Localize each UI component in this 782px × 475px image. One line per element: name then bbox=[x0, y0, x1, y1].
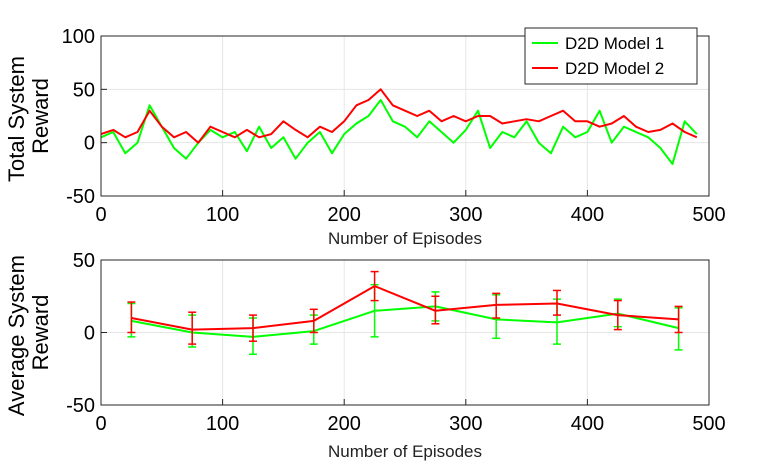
bottom-xtick-label-200: 200 bbox=[328, 413, 361, 435]
bottom-xtick-label-0: 0 bbox=[95, 413, 106, 435]
top-xtick-label-400: 400 bbox=[571, 204, 604, 226]
top-ytick-label-100: 100 bbox=[62, 26, 95, 48]
top-series-line-model-2 bbox=[100, 88, 698, 144]
bottom-errorbar-model-2-325 bbox=[492, 292, 501, 319]
legend: D2D Model 1 D2D Model 2 bbox=[524, 27, 698, 85]
bottom-xtick-label-100: 100 bbox=[206, 413, 239, 435]
top-ytick-label--50: -50 bbox=[66, 186, 95, 208]
top-xtick-label-500: 500 bbox=[692, 204, 725, 226]
bottom-errorbar-model-2-375 bbox=[553, 289, 561, 316]
bottom-errorbar-model-2-125 bbox=[249, 314, 257, 342]
bottom-series bbox=[127, 270, 683, 355]
top-series-line-model-1 bbox=[100, 99, 698, 165]
bottom-errorbar-model-2-175 bbox=[309, 308, 318, 334]
top-ytick-label-0: 0 bbox=[84, 133, 95, 155]
bottom-errorbar-model-2-75 bbox=[188, 311, 197, 345]
bottom-ytick-label-50: 50 bbox=[73, 250, 95, 272]
bottom-series-line-model-2 bbox=[131, 285, 679, 331]
top-y-axis-label-line2: Reward bbox=[28, 78, 53, 154]
bottom-xtick-label-400: 400 bbox=[571, 413, 604, 435]
bottom-x-axis-label: Number of Episodes bbox=[328, 442, 482, 461]
bottom-y-axis-label-line1: Average System bbox=[4, 255, 29, 416]
top-series bbox=[100, 88, 698, 165]
bottom-y-axis-label-line2: Reward bbox=[28, 295, 53, 371]
bottom-xtick-label-500: 500 bbox=[692, 413, 725, 435]
bottom-errorbar-model-2-475 bbox=[674, 305, 683, 334]
top-x-axis-label: Number of Episodes bbox=[328, 229, 482, 248]
legend-label-model-1: D2D Model 1 bbox=[565, 34, 664, 53]
bottom-xtick-label-300: 300 bbox=[449, 413, 482, 435]
top-xtick-label-100: 100 bbox=[206, 204, 239, 226]
bottom-errorbar-model-2-225 bbox=[370, 270, 379, 302]
top-axes-box bbox=[100, 35, 710, 197]
bottom-errorbar-model-2-275 bbox=[431, 295, 440, 325]
bottom-errorbar-model-2-25 bbox=[127, 301, 136, 334]
bottom-ytick-label-0: 0 bbox=[84, 323, 95, 345]
top-xtick-label-300: 300 bbox=[449, 204, 482, 226]
top-xtick-label-200: 200 bbox=[328, 204, 361, 226]
bottom-errorbar-model-2-425 bbox=[613, 299, 622, 331]
bottom-series-line-model-1 bbox=[131, 305, 679, 338]
bottom-y-axis-label: Average System Reward bbox=[4, 249, 53, 416]
bottom-ytick-label--50: -50 bbox=[66, 395, 95, 417]
top-xtick-label-0: 0 bbox=[95, 204, 106, 226]
top-y-axis-label: Total System Reward bbox=[4, 50, 53, 182]
top-ytick-label-50: 50 bbox=[73, 79, 95, 101]
legend-box bbox=[524, 27, 698, 85]
legend-label-model-2: D2D Model 2 bbox=[565, 59, 664, 78]
top-y-axis-label-line1: Total System bbox=[4, 56, 29, 182]
